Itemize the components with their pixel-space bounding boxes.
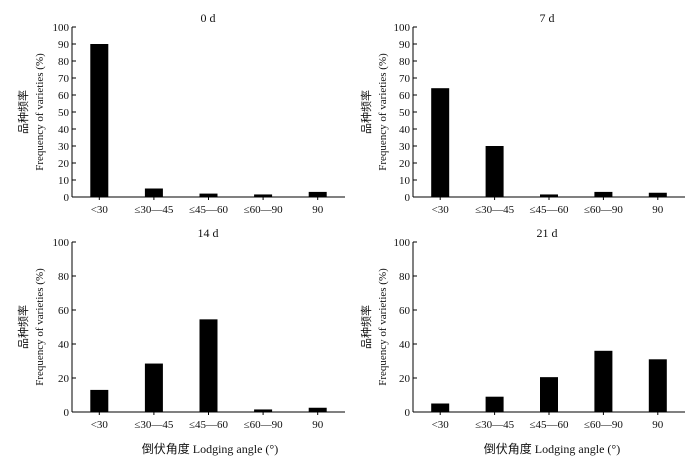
y-tick-label: 50 — [58, 107, 70, 119]
x-tick-label: 90 — [312, 419, 324, 431]
y-tick-label: 80 — [399, 271, 411, 283]
bar-4 — [308, 191, 327, 197]
bar-2 — [540, 377, 558, 412]
y-tick-label: 40 — [58, 339, 70, 351]
y-axis-label-cn: 品种频率 — [359, 305, 373, 349]
bar-1 — [144, 363, 163, 412]
x-tick-label: ≤45—60 — [189, 419, 229, 431]
y-axis-label-cn: 品种频率 — [359, 90, 373, 134]
bar-3 — [594, 350, 613, 412]
y-tick-label: 60 — [399, 305, 411, 317]
y-tick-label: 20 — [58, 158, 70, 170]
bar-0 — [90, 389, 109, 412]
bar-0 — [431, 403, 450, 412]
y-tick-label: 0 — [64, 192, 70, 204]
panel-title: 0 d — [201, 11, 216, 25]
x-tick-label: <30 — [91, 204, 109, 216]
y-tick-label: 70 — [399, 73, 411, 85]
bar-1 — [485, 146, 504, 197]
y-tick-label: 70 — [58, 73, 70, 85]
bar-4 — [308, 407, 327, 412]
y-tick-label: 90 — [58, 39, 70, 51]
y-tick-label: 20 — [399, 158, 411, 170]
y-tick-label: 40 — [399, 124, 411, 136]
chart-panel-7d: 0 10 20 30 40 50 60 70 80 90 100 <30 ≤30—45 ≤45—60 ≤60… — [359, 11, 685, 216]
y-tick-label: 80 — [58, 56, 70, 68]
y-tick-label: 100 — [53, 237, 70, 249]
y-tick-label: 60 — [399, 90, 411, 102]
chart-panel-21d: 0 20 40 60 80 100 <30 ≤30—45 ≤45—60 ≤60—90 90 21 d 品… — [359, 226, 685, 431]
x-tick-label: ≤60—90 — [244, 419, 284, 431]
y-tick-label: 100 — [394, 22, 411, 34]
y-tick-label: 60 — [58, 305, 70, 317]
panel-title: 21 d — [537, 226, 558, 240]
bar-3 — [254, 409, 273, 412]
bar-2 — [199, 319, 218, 412]
panel-title: 14 d — [198, 226, 219, 240]
x-tick-label: ≤60—90 — [584, 204, 624, 216]
y-axis-label-cn: 品种频率 — [16, 305, 30, 349]
x-tick-label: 90 — [312, 204, 324, 216]
y-tick-label: 20 — [399, 373, 411, 385]
y-tick-label: 0 — [405, 192, 411, 204]
x-tick-label: 90 — [652, 204, 664, 216]
x-tick-label: ≤30—45 — [134, 204, 174, 216]
x-tick-label: ≤30—45 — [475, 204, 515, 216]
y-tick-label: 60 — [58, 90, 70, 102]
x-tick-label: <30 — [91, 419, 109, 431]
bar-1 — [485, 396, 504, 412]
x-tick-label: ≤45—60 — [189, 204, 229, 216]
bar-3 — [594, 191, 613, 197]
x-tick-label: <30 — [432, 204, 450, 216]
chart-panel-14d: 0 20 40 60 80 100 <30 ≤30—45 ≤45—60 ≤60—90 90 14 d 品… — [16, 226, 345, 431]
x-axis-label-left: 倒伏角度 Lodging angle (°) — [142, 441, 278, 456]
y-axis-label-cn: 品种频率 — [16, 90, 30, 134]
y-tick-label: 90 — [399, 39, 411, 51]
y-axis-label: Frequency of varieties (%) — [34, 268, 46, 386]
y-axis-label: Frequency of varieties (%) — [377, 53, 389, 171]
y-tick-label: 10 — [58, 175, 70, 187]
bar-2 — [540, 194, 558, 197]
bar-4 — [648, 192, 667, 197]
x-tick-label: ≤30—45 — [475, 419, 515, 431]
y-tick-label: 100 — [394, 237, 411, 249]
y-tick-label: 20 — [58, 373, 70, 385]
y-tick-label: 30 — [399, 141, 411, 153]
x-tick-label: 90 — [652, 419, 664, 431]
y-tick-label: 80 — [399, 56, 411, 68]
y-tick-label: 50 — [399, 107, 411, 119]
x-tick-label: <30 — [432, 419, 450, 431]
y-tick-label: 10 — [399, 175, 411, 187]
y-tick-label: 80 — [58, 271, 70, 283]
bar-0 — [431, 88, 450, 197]
x-tick-label: ≤60—90 — [584, 419, 624, 431]
y-tick-label: 40 — [58, 124, 70, 136]
y-tick-label: 0 — [405, 407, 411, 419]
y-tick-label: 0 — [64, 407, 70, 419]
bar-3 — [254, 194, 273, 197]
x-tick-label: ≤60—90 — [244, 204, 284, 216]
x-tick-label: ≤45—60 — [529, 204, 569, 216]
y-tick-label: 30 — [58, 141, 70, 153]
y-tick-label: 100 — [53, 22, 70, 34]
bar-2 — [199, 193, 218, 197]
bar-0 — [90, 44, 109, 197]
panel-title: 7 d — [540, 11, 555, 25]
x-tick-label: ≤45—60 — [529, 419, 569, 431]
chart-panel-0d: 0 10 20 30 40 50 60 70 80 90 100 <30 ≤30—45 ≤45—60 ≤60… — [16, 11, 345, 216]
y-axis-label: Frequency of varieties (%) — [377, 268, 389, 386]
y-axis-label: Frequency of varieties (%) — [34, 53, 46, 171]
bar-4 — [648, 359, 667, 412]
y-tick-label: 40 — [399, 339, 411, 351]
x-tick-label: ≤30—45 — [134, 419, 174, 431]
bar-1 — [144, 188, 163, 197]
x-axis-label-right: 倒伏角度 Lodging angle (°) — [484, 441, 620, 456]
